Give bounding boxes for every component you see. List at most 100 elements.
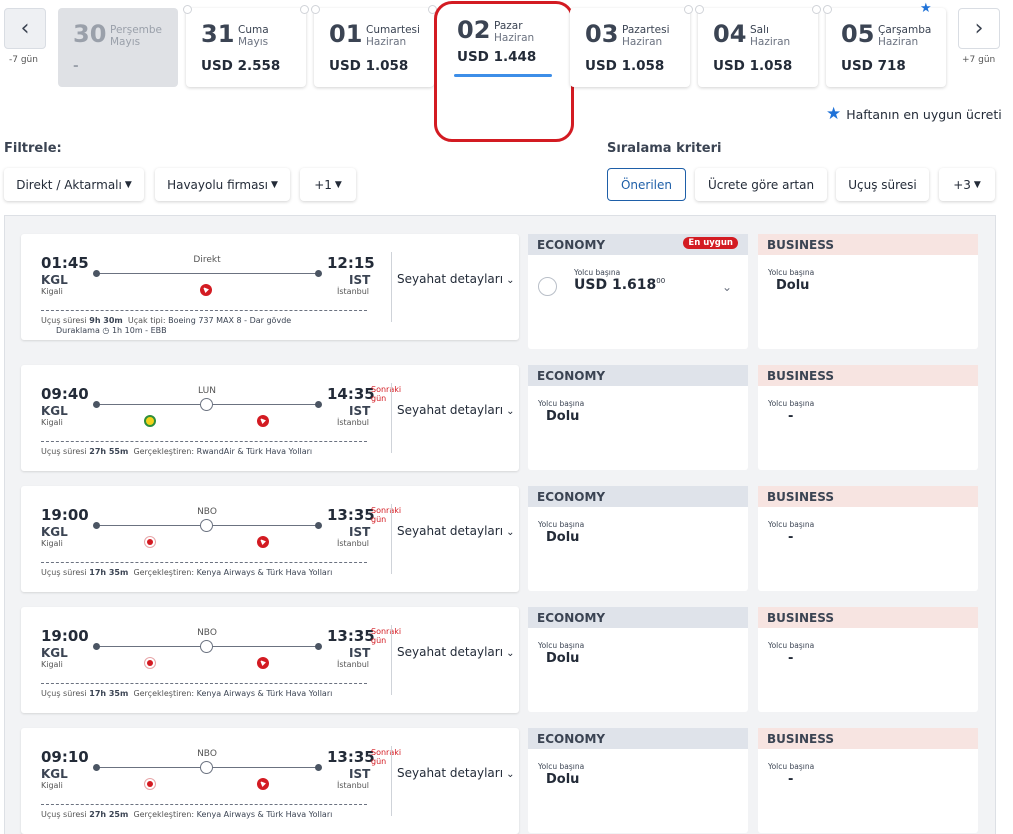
selected-date-indicator [454, 74, 552, 77]
per-passenger-label: Yolcu başına [768, 268, 815, 277]
business-fare-card[interactable]: BUSINESS Yolcu başına Dolu [758, 234, 978, 349]
sort-more[interactable]: +3 ▼ [939, 168, 995, 201]
date-card-01-haziran[interactable]: 01 Cumartesi Haziran USD 1.058 [311, 5, 437, 87]
turkish-airlines-logo-icon [200, 284, 212, 296]
business-fare-card: BUSINESS Yolcu başına - [758, 728, 978, 833]
sort-label: Uçuş süresi [848, 177, 917, 192]
divider [391, 252, 392, 322]
date-price: USD 1.058 [585, 58, 665, 74]
arrival-city: İstanbul [337, 781, 370, 790]
details-label: Seyahat detayları [397, 524, 504, 538]
travel-details-button[interactable]: Seyahat detayları ⌄ [397, 766, 514, 780]
next-week-button[interactable]: › [958, 8, 1000, 49]
route-line [96, 273, 318, 274]
date-weekday: Pazartesi [622, 24, 670, 36]
date-card-05-haziran[interactable]: ★ 05 Çarşamba Haziran USD 718 [823, 1, 946, 87]
arrival-city: İstanbul [337, 418, 370, 427]
divider [391, 625, 392, 695]
per-passenger-label: Yolcu başına [538, 520, 585, 529]
date-price: USD 1.058 [329, 58, 409, 74]
turkish-airlines-logo-icon [257, 415, 269, 427]
date-month: Mayıs [238, 36, 269, 48]
flight-card[interactable]: 19:00 KGL Kigali NBO 13:35 Sonraki gün I… [21, 486, 519, 592]
duration-value: 17h 35m [89, 689, 129, 698]
date-number: 04 [713, 20, 747, 48]
flight-info: Uçuş süresi 17h 35m Gerçekleştiren: Keny… [41, 568, 332, 577]
flight-card[interactable]: 19:00 KGL Kigali NBO 13:35 Sonraki gün I… [21, 607, 519, 713]
economy-fare-radio[interactable] [538, 277, 557, 296]
departure-city: Kigali [41, 660, 63, 669]
duration-key: Uçuş süresi [41, 316, 87, 325]
date-card-03-haziran[interactable]: 03 Pazartesi Haziran USD 1.058 [570, 5, 693, 87]
caret-down-icon: ▼ [973, 179, 981, 190]
arrival-code: IST [349, 767, 371, 781]
dashed-divider [41, 683, 367, 684]
arrival-city: İstanbul [337, 539, 370, 548]
chevron-down-icon[interactable]: ⌄ [722, 280, 733, 294]
economy-header: ECONOMY [528, 365, 748, 386]
card-notch [300, 5, 309, 14]
route-end-dot [315, 522, 322, 529]
date-card-31-mayis[interactable]: 31 Cuma Mayıs USD 2.558 [183, 5, 309, 87]
flight-card[interactable]: 09:40 KGL Kigali LUN 14:35 Sonraki gün I… [21, 365, 519, 471]
business-fare-value: - [788, 530, 794, 545]
filter-direct-transfer[interactable]: Direkt / Aktarmalı ▼ [4, 168, 144, 201]
date-card-02-haziran-selected[interactable]: 02 Pazar Haziran USD 1.448 [442, 8, 562, 87]
per-passenger-label: Yolcu başına [538, 641, 585, 650]
duration-key: Uçuş süresi [41, 810, 87, 819]
sort-recommended[interactable]: Önerilen [607, 168, 686, 201]
travel-details-button[interactable]: Seyahat detayları ⌄ [397, 403, 514, 417]
date-month: Haziran [878, 36, 919, 48]
departure-time: 09:40 [41, 385, 89, 403]
dashed-divider [41, 804, 367, 805]
sort-price-asc[interactable]: Ücrete göre artan [695, 168, 827, 201]
operator-value: RwandAir & Türk Hava Yolları [196, 447, 313, 456]
arrival-time: 12:15 [327, 254, 375, 272]
route-label: LUN [198, 386, 216, 396]
prev-week-button[interactable]: ‹ [4, 8, 46, 49]
chevron-down-icon: ⌄ [506, 648, 515, 659]
filter-airline[interactable]: Havayolu firması ▼ [155, 168, 290, 201]
business-fare-value: Dolu [776, 278, 810, 293]
date-card-04-haziran[interactable]: 04 Salı Haziran USD 1.058 [695, 5, 821, 87]
duration-value: 9h 30m [89, 316, 123, 325]
business-header: BUSINESS [758, 728, 978, 749]
filter-title: Filtrele: [4, 141, 62, 156]
filter-label: Direkt / Aktarmalı [16, 177, 122, 192]
aircraft-key: Uçak tipi: [127, 316, 166, 325]
filter-more[interactable]: +1 ▼ [300, 168, 356, 201]
economy-fare-card[interactable]: ECONOMY En uygun Yolcu başına USD 1.61800… [528, 234, 748, 349]
cheapest-star-icon: ★ [920, 1, 932, 16]
next-day-label: Sonraki gün [371, 506, 402, 524]
date-number: 02 [457, 16, 491, 44]
dashed-divider [41, 310, 367, 311]
economy-header: ECONOMY [528, 728, 748, 749]
flight-card[interactable]: 01:45 KGL Kigali Direkt 12:15 IST İstanb… [21, 234, 519, 340]
arrival-city: İstanbul [337, 287, 370, 296]
date-month: Haziran [366, 36, 407, 48]
economy-price-cents: 00 [656, 277, 666, 285]
stopover-marker [200, 398, 213, 411]
flight-results: 01:45 KGL Kigali Direkt 12:15 IST İstanb… [4, 215, 996, 834]
date-month: Haziran [622, 36, 663, 48]
travel-details-button[interactable]: Seyahat detayları ⌄ [397, 524, 514, 538]
stop-value: 1h 10m - EBB [111, 326, 167, 335]
route-end-dot [315, 643, 322, 650]
date-price: USD 1.448 [457, 49, 537, 65]
card-notch [812, 5, 821, 14]
flight-card[interactable]: 09:10 KGL Kigali NBO 13:35 Sonraki gün I… [21, 728, 519, 834]
rwandair-logo-icon [144, 415, 156, 427]
route-label: Direkt [193, 255, 221, 265]
sort-duration[interactable]: Uçuş süresi [836, 168, 929, 201]
departure-time: 19:00 [41, 627, 89, 645]
stopover-marker [200, 640, 213, 653]
travel-details-button[interactable]: Seyahat detayları ⌄ [397, 272, 514, 286]
travel-details-button[interactable]: Seyahat detayları ⌄ [397, 645, 514, 659]
date-number: 31 [201, 20, 235, 48]
departure-code: KGL [41, 767, 68, 781]
duration-value: 27h 55m [89, 447, 129, 456]
per-passenger-label: Yolcu başına [768, 762, 815, 771]
arrival-time: 14:35 [327, 385, 375, 403]
caret-down-icon: ▼ [124, 179, 132, 190]
flight-info: Uçuş süresi 9h 30m Uçak tipi: Boeing 737… [41, 316, 291, 325]
